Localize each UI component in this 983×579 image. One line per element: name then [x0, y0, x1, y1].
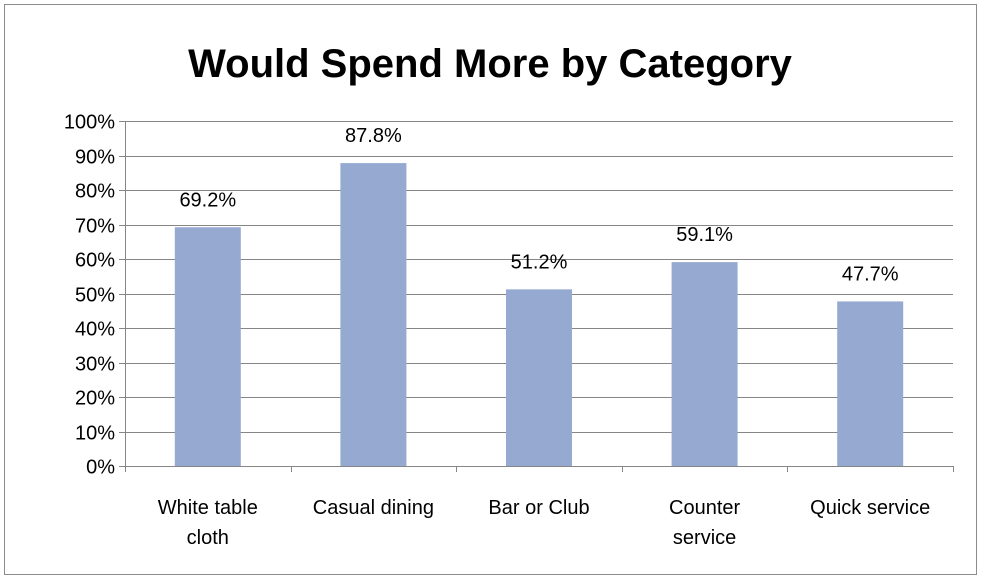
data-label: 69.2% [179, 189, 236, 211]
data-label: 47.7% [842, 263, 899, 285]
category-label: Counter [669, 497, 740, 519]
y-axis-tick-labels: 0% 10% 20% 30% 40% 50% 60% 70% 80% 90% 100% [64, 112, 115, 479]
category-label: service [673, 527, 736, 549]
y-tick-label: 0% [86, 457, 115, 479]
bar [837, 301, 904, 466]
category-label: Bar or Club [488, 497, 589, 519]
category-label: Quick service [810, 497, 930, 519]
category-label: Casual dining [313, 497, 434, 519]
y-tick-label: 90% [75, 147, 115, 169]
chart-title: Would Spend More by Category [188, 42, 793, 86]
bars [174, 163, 904, 466]
y-tick-label: 30% [75, 354, 115, 376]
category-label: White table [158, 497, 258, 519]
y-tick-label: 40% [75, 319, 115, 341]
bar [174, 227, 241, 466]
data-label: 59.1% [676, 224, 733, 246]
x-axis-category-labels: White table cloth Casual dining Bar or Club… [158, 497, 930, 549]
bar [506, 289, 572, 466]
y-tick-label: 20% [75, 388, 115, 410]
category-label: cloth [187, 527, 229, 549]
y-tick-label: 10% [75, 423, 115, 445]
chart-frame [4, 4, 977, 575]
data-label: 87.8% [345, 125, 402, 147]
data-labels: 69.2% 87.8% 51.2% 59.1% 47.7% [179, 125, 898, 285]
y-tick-label: 80% [75, 181, 115, 203]
bar [340, 163, 407, 466]
axes [119, 121, 954, 472]
bar [671, 262, 738, 466]
gridlines [125, 121, 953, 433]
y-tick-label: 60% [75, 250, 115, 272]
data-label: 51.2% [511, 251, 568, 273]
y-tick-label: 50% [75, 285, 115, 307]
y-tick-label: 70% [75, 216, 115, 238]
y-tick-label: 100% [64, 112, 115, 134]
